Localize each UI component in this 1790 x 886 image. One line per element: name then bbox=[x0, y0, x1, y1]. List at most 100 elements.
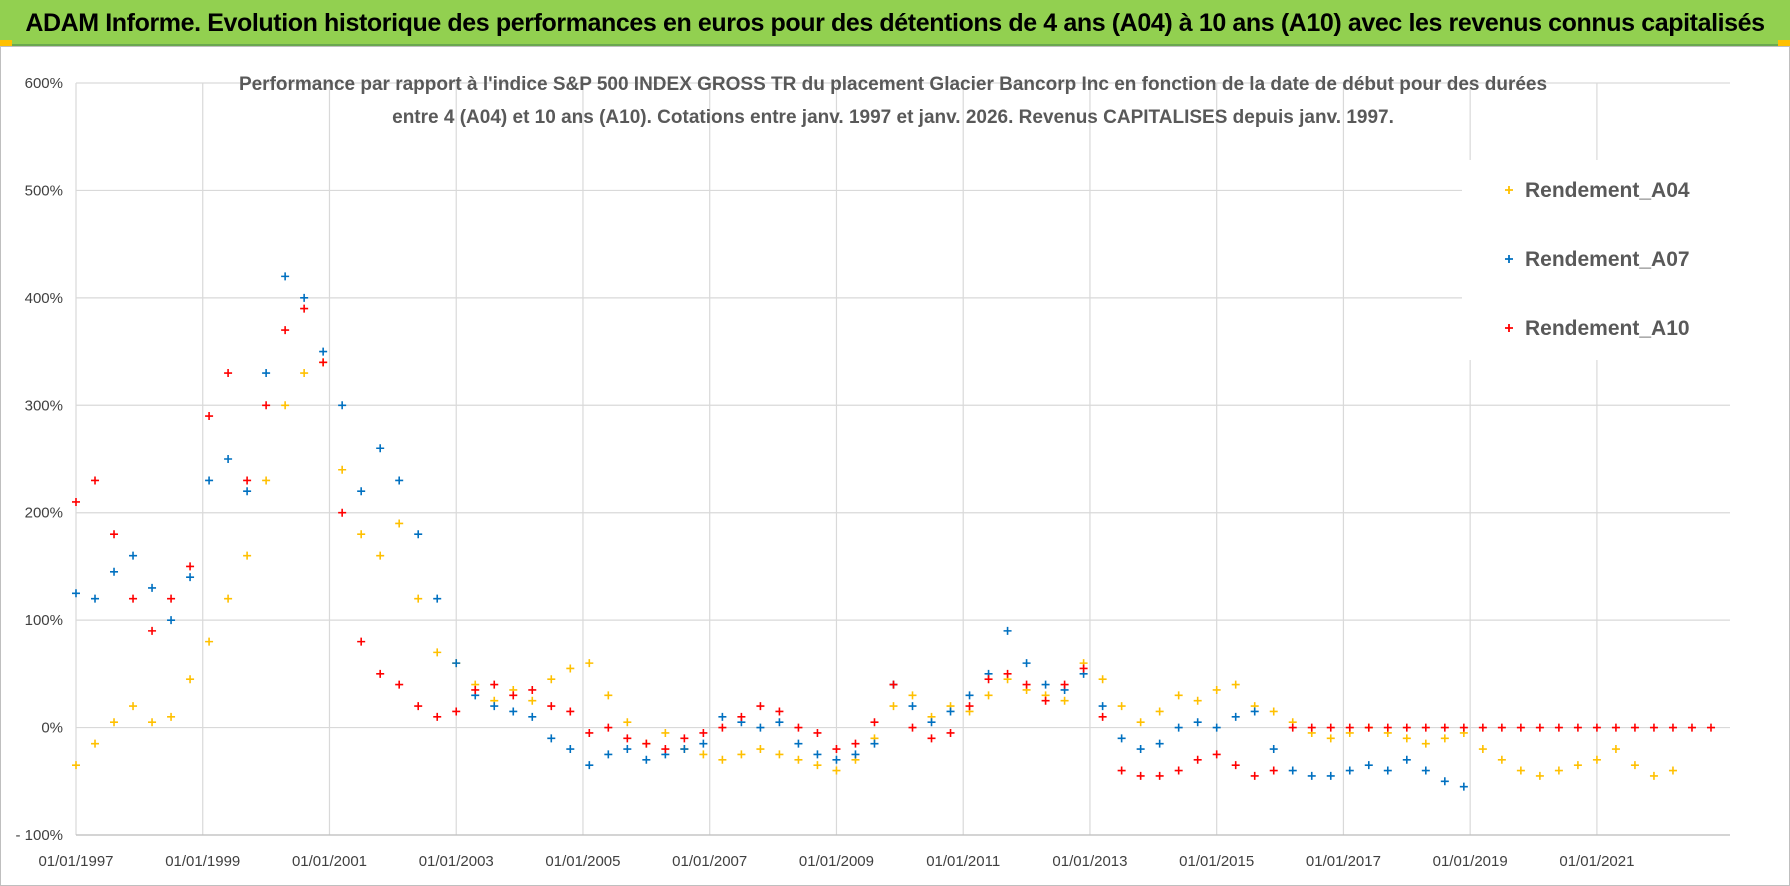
data-point bbox=[262, 476, 271, 485]
data-point bbox=[1022, 659, 1031, 668]
data-point bbox=[1440, 734, 1449, 743]
data-point bbox=[832, 745, 841, 754]
data-point bbox=[1117, 734, 1126, 743]
legend-marker bbox=[1505, 186, 1513, 194]
data-point bbox=[984, 675, 993, 684]
x-tick-label: 01/01/2013 bbox=[1052, 853, 1127, 870]
data-point bbox=[1174, 766, 1183, 775]
data-point bbox=[1383, 723, 1392, 732]
data-point bbox=[1288, 723, 1297, 732]
data-point bbox=[1668, 766, 1677, 775]
data-point bbox=[1060, 680, 1069, 689]
data-point bbox=[1193, 718, 1202, 727]
data-point bbox=[110, 530, 119, 539]
data-point bbox=[1630, 723, 1639, 732]
data-point bbox=[148, 583, 157, 592]
header-accent-right bbox=[1778, 40, 1790, 46]
data-point bbox=[585, 761, 594, 770]
data-point bbox=[832, 766, 841, 775]
data-point bbox=[414, 594, 423, 603]
data-point bbox=[1041, 696, 1050, 705]
data-point bbox=[1174, 723, 1183, 732]
data-point bbox=[1098, 702, 1107, 711]
data-point bbox=[395, 680, 404, 689]
data-point bbox=[775, 707, 784, 716]
x-tick-label: 01/01/2017 bbox=[1306, 853, 1381, 870]
legend-marker bbox=[1505, 255, 1513, 263]
data-point bbox=[1516, 723, 1525, 732]
data-point bbox=[1231, 680, 1240, 689]
data-point bbox=[91, 739, 100, 748]
data-point bbox=[148, 718, 157, 727]
legend: Rendement_A04 Rendement_A07 Rendement_A10 bbox=[1462, 160, 1730, 360]
data-point bbox=[205, 476, 214, 485]
chart-title-line1: Performance par rapport à l'indice S&P 5… bbox=[239, 74, 1547, 95]
data-point bbox=[756, 723, 765, 732]
data-point bbox=[908, 723, 917, 732]
header-bar: ADAM Informe. Evolution historique des p… bbox=[0, 0, 1790, 46]
data-point bbox=[1649, 771, 1658, 780]
data-point bbox=[281, 326, 290, 335]
data-point bbox=[1212, 685, 1221, 694]
data-point bbox=[281, 401, 290, 410]
data-point bbox=[699, 739, 708, 748]
data-point bbox=[756, 745, 765, 754]
data-point bbox=[319, 347, 328, 356]
data-point bbox=[851, 739, 860, 748]
data-point bbox=[110, 567, 119, 576]
data-point bbox=[623, 734, 632, 743]
data-point bbox=[718, 712, 727, 721]
data-point bbox=[1611, 745, 1620, 754]
y-tick-label: 400% bbox=[25, 290, 63, 307]
x-tick-label: 01/01/1997 bbox=[38, 853, 113, 870]
data-point bbox=[1364, 761, 1373, 770]
data-point bbox=[1497, 755, 1506, 764]
data-point bbox=[1155, 707, 1164, 716]
data-point bbox=[129, 702, 138, 711]
data-point bbox=[889, 680, 898, 689]
data-point bbox=[300, 293, 309, 302]
data-point bbox=[452, 659, 461, 668]
legend-label: Rendement_A07 bbox=[1525, 248, 1690, 271]
data-point bbox=[243, 551, 252, 560]
data-point bbox=[889, 702, 898, 711]
data-point bbox=[870, 718, 879, 727]
data-point bbox=[1193, 696, 1202, 705]
data-point bbox=[1440, 723, 1449, 732]
data-point bbox=[1459, 723, 1468, 732]
data-point bbox=[1307, 723, 1316, 732]
data-point bbox=[243, 476, 252, 485]
data-point bbox=[262, 401, 271, 410]
data-point bbox=[1079, 664, 1088, 673]
data-point bbox=[319, 358, 328, 367]
x-tick-label: 01/01/2011 bbox=[926, 853, 1000, 870]
data-point bbox=[1212, 750, 1221, 759]
data-point bbox=[1041, 680, 1050, 689]
x-tick-label: 01/01/2005 bbox=[545, 853, 620, 870]
data-point bbox=[1307, 771, 1316, 780]
data-point bbox=[376, 551, 385, 560]
y-tick-label: 600% bbox=[25, 75, 63, 92]
data-point bbox=[414, 702, 423, 711]
data-point bbox=[167, 616, 176, 625]
data-point bbox=[72, 761, 80, 770]
data-point bbox=[1250, 771, 1259, 780]
data-point bbox=[566, 664, 575, 673]
data-point bbox=[1212, 723, 1221, 732]
data-point bbox=[661, 745, 670, 754]
data-point bbox=[1326, 771, 1335, 780]
data-point bbox=[91, 476, 100, 485]
data-point bbox=[186, 562, 195, 571]
data-point bbox=[623, 718, 632, 727]
data-point bbox=[737, 712, 746, 721]
data-point bbox=[129, 551, 138, 560]
x-tick-label: 01/01/1999 bbox=[165, 853, 240, 870]
data-point bbox=[566, 707, 575, 716]
data-point bbox=[110, 718, 119, 727]
data-point bbox=[148, 626, 157, 635]
data-point bbox=[623, 745, 632, 754]
data-point bbox=[870, 739, 879, 748]
y-tick-label: 100% bbox=[25, 612, 63, 629]
data-point bbox=[642, 739, 651, 748]
